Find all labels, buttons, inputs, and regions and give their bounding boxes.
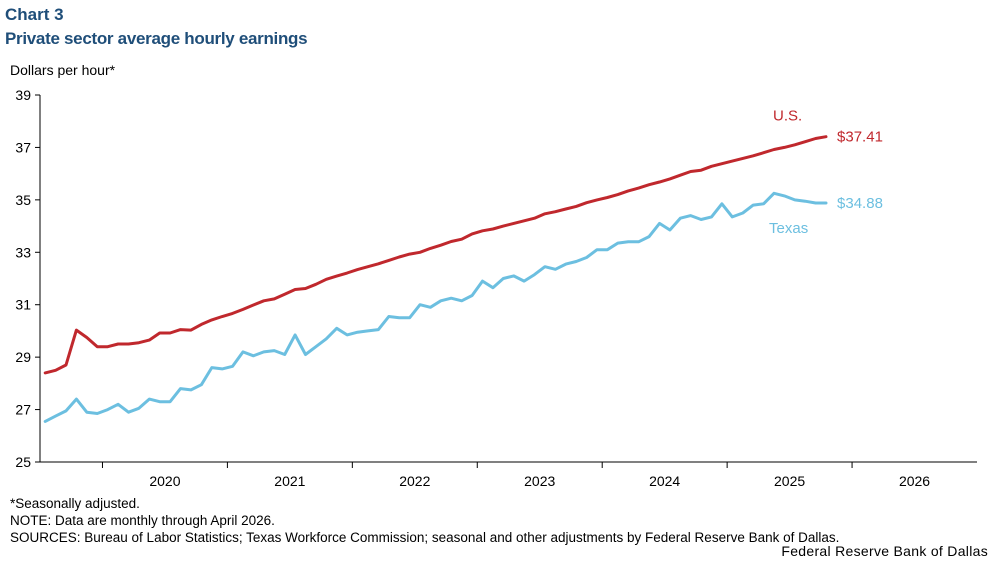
end-value-texas: $34.88 [837,195,883,212]
x-tick-label: 2023 [524,473,555,489]
chart-number: Chart 3 [5,5,64,24]
y-tick-label: 39 [15,87,31,103]
chart-title: Private sector average hourly earnings [5,29,308,48]
y-tick-label: 31 [15,297,31,313]
series-line-texas [43,191,828,423]
footnotes: *Seasonally adjusted. NOTE: Data are mon… [10,495,839,546]
series-name-texas: Texas [769,220,808,237]
x-tick-label: 2021 [274,473,305,489]
y-tick-label: 35 [15,192,31,208]
series-labels: $37.41 U.S. $34.88 Texas [769,108,883,237]
series-name-us: U.S. [773,108,802,125]
footnote-data: NOTE: Data are monthly through April 202… [10,513,275,528]
x-tick-label: 2026 [899,473,930,489]
y-tick-label: 37 [15,139,31,155]
y-tick-label: 33 [15,244,31,260]
x-tick-label: 2025 [774,473,805,489]
credit-line: Federal Reserve Bank of Dallas [781,543,988,559]
end-value-us: $37.41 [837,129,883,146]
y-axis-label: Dollars per hour* [10,62,116,78]
series-lines [43,135,828,423]
x-tick-label: 2022 [399,473,430,489]
axes: 25 27 29 31 33 35 37 39 2020 2021 2022 2023 2024 2025… [15,87,977,489]
series-line-us [43,135,828,375]
footnote-seasonal: *Seasonally adjusted. [10,496,140,511]
line-chart: 25 27 29 31 33 35 37 39 2020 2021 2022 2023 2024 2025… [15,87,977,489]
y-tick-label: 25 [15,454,31,470]
x-tick-label: 2020 [149,473,180,489]
x-tick-label: 2024 [649,473,680,489]
footnote-sources: SOURCES: Bureau of Labor Statistics; Tex… [10,530,840,545]
y-tick-label: 29 [15,349,31,365]
y-tick-label: 27 [15,402,31,418]
